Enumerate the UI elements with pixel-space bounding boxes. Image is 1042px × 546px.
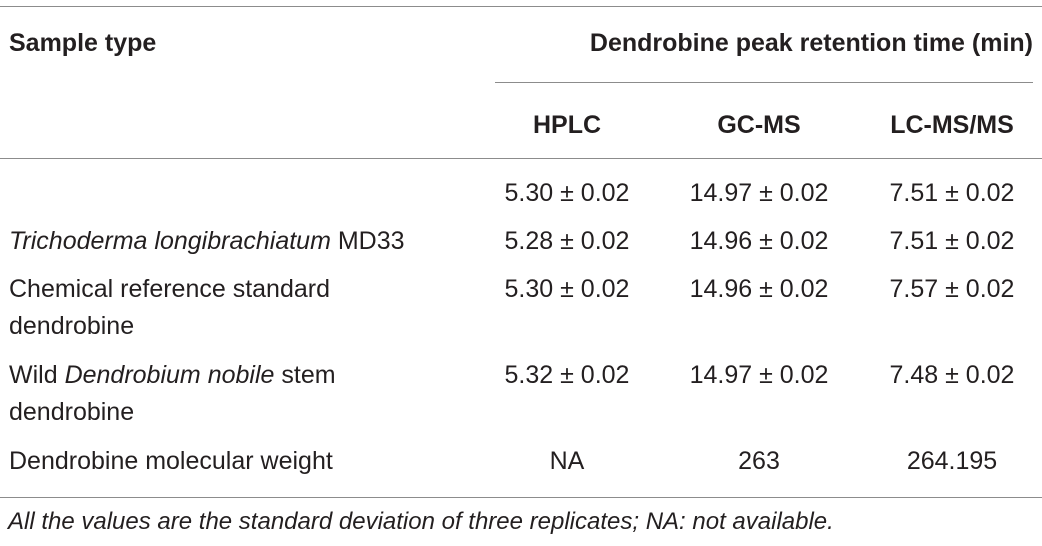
species-name: Dendrobium nobile bbox=[64, 361, 275, 389]
table-cell-gc-ms: 263 bbox=[738, 447, 780, 475]
row-label: Wild Dendrobium nobile stem dendrobine bbox=[9, 357, 336, 431]
table-cell-hplc: 5.28 ± 0.02 bbox=[504, 227, 630, 255]
table-cell-gc-ms: 14.96 ± 0.02 bbox=[689, 227, 829, 255]
table-cell-hplc: 5.32 ± 0.02 bbox=[504, 361, 630, 389]
header-bottom-rule bbox=[0, 158, 1042, 159]
row-label-text: Chemical reference standard bbox=[9, 275, 330, 303]
table-cell-lc-ms-ms: 7.48 ± 0.02 bbox=[889, 361, 1015, 389]
header-retention-time-group: Dendrobine peak retention time (min) bbox=[589, 29, 1033, 57]
row-label-text: stem bbox=[274, 361, 336, 389]
table-footnote: All the values are the standard deviatio… bbox=[8, 508, 834, 535]
table-cell-hplc: 5.30 ± 0.02 bbox=[504, 179, 630, 207]
row-label: Chemical reference standard dendrobine bbox=[9, 271, 330, 345]
row-label-text: MD33 bbox=[330, 227, 405, 255]
table-cell-lc-ms-ms: 264.195 bbox=[906, 447, 998, 475]
row-label-text: dendrobine bbox=[9, 398, 135, 426]
column-header-hplc: HPLC bbox=[532, 111, 602, 139]
row-label-text: dendrobine bbox=[9, 312, 135, 340]
table-cell-lc-ms-ms: 7.57 ± 0.02 bbox=[889, 275, 1015, 303]
table-top-rule bbox=[0, 6, 1042, 7]
table-cell-lc-ms-ms: 7.51 ± 0.02 bbox=[889, 227, 1015, 255]
table-cell-gc-ms: 14.97 ± 0.02 bbox=[689, 179, 829, 207]
column-header-gc-ms: GC-MS bbox=[717, 111, 801, 139]
table-cell-hplc: 5.30 ± 0.02 bbox=[504, 275, 630, 303]
row-label-text: Wild bbox=[9, 361, 65, 389]
group-header-rule bbox=[495, 82, 1033, 83]
table-cell-gc-ms: 14.97 ± 0.02 bbox=[689, 361, 829, 389]
row-label: Dendrobine molecular weight bbox=[9, 443, 333, 480]
species-name: Trichoderma longibrachiatum bbox=[9, 227, 331, 255]
header-sample-type: Sample type bbox=[9, 29, 157, 57]
table-bottom-rule bbox=[0, 497, 1042, 498]
table-cell-gc-ms: 14.96 ± 0.02 bbox=[689, 275, 829, 303]
table-cell-hplc: NA bbox=[549, 447, 585, 475]
row-label: Trichoderma longibrachiatum MD33 bbox=[9, 223, 405, 260]
table-cell-lc-ms-ms: 7.51 ± 0.02 bbox=[889, 179, 1015, 207]
row-label-text: Dendrobine molecular weight bbox=[9, 447, 333, 475]
column-header-lc-ms-ms: LC-MS/MS bbox=[890, 111, 1014, 139]
